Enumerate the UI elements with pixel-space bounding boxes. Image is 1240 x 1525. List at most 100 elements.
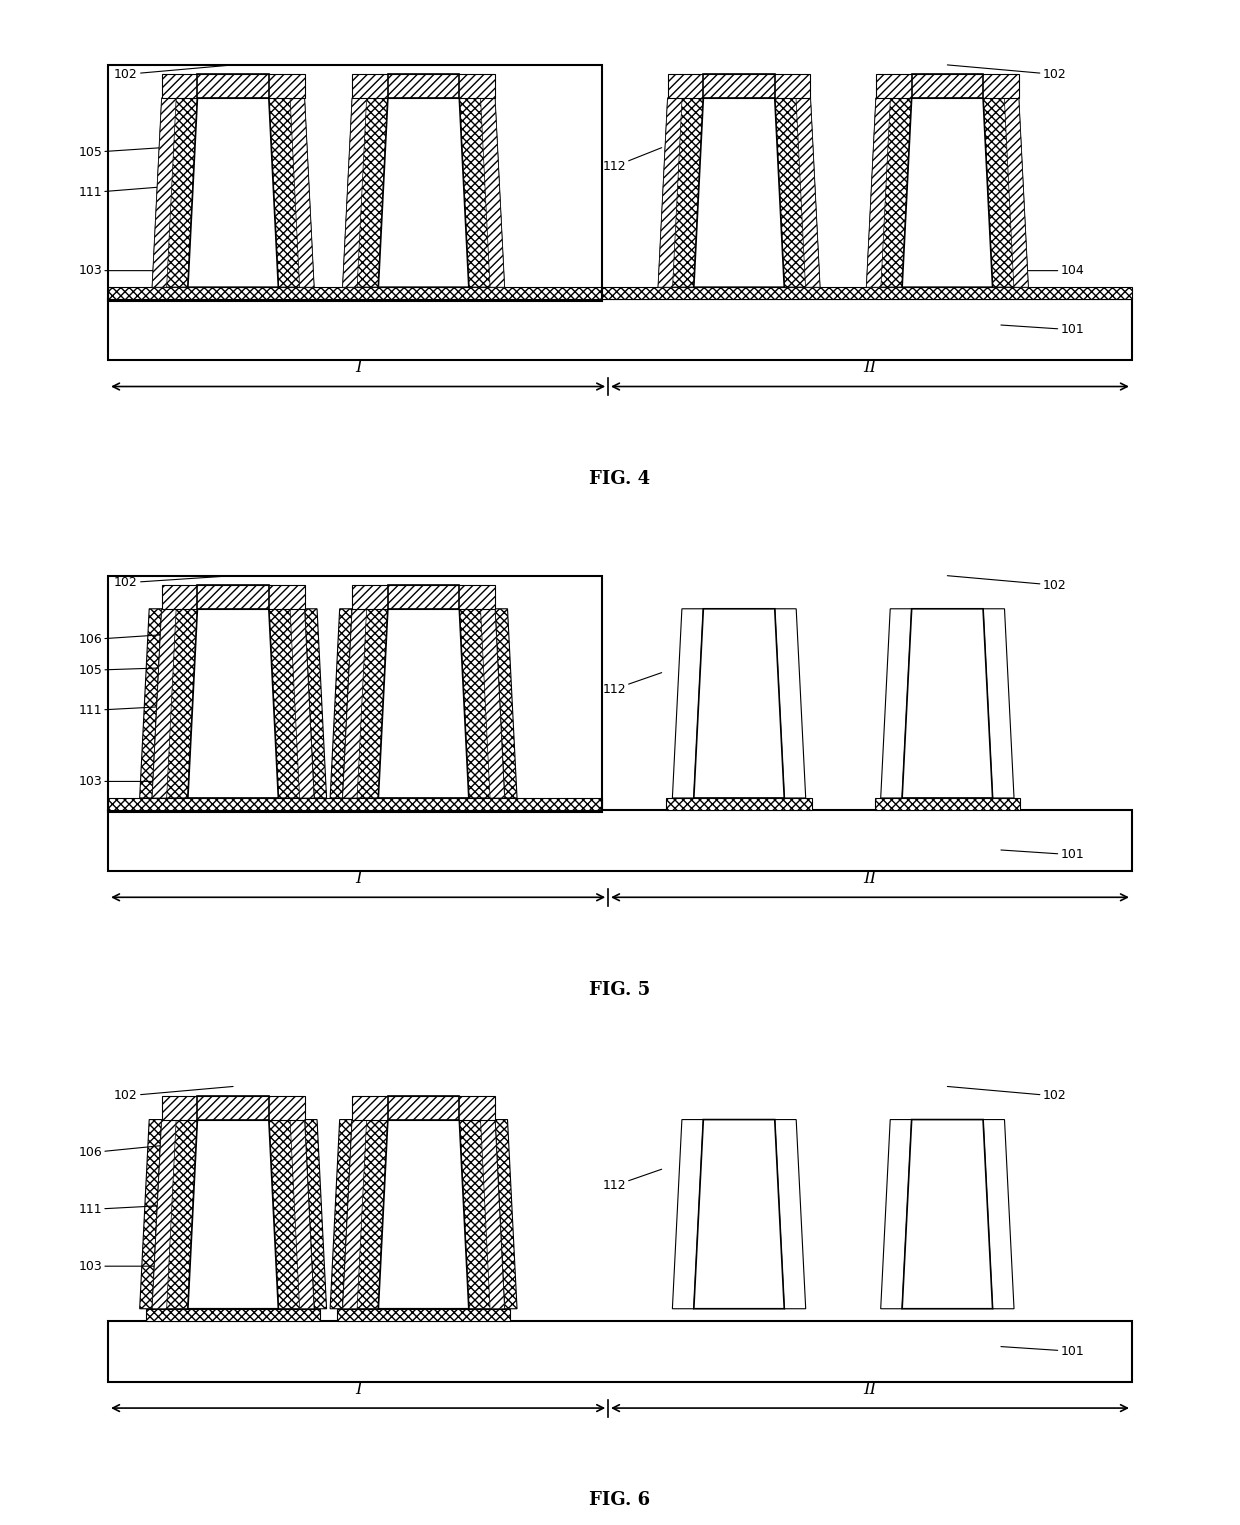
Polygon shape	[269, 1119, 314, 1308]
Bar	[703, 75, 775, 98]
Text: I: I	[355, 869, 361, 888]
Bar	[108, 287, 1132, 299]
Polygon shape	[983, 98, 1028, 287]
Text: FIG. 4: FIG. 4	[589, 470, 651, 488]
Polygon shape	[481, 608, 505, 798]
Polygon shape	[330, 608, 352, 798]
Polygon shape	[459, 608, 505, 798]
Polygon shape	[672, 1119, 703, 1308]
Text: 106: 106	[78, 1145, 161, 1159]
Bar	[388, 1096, 459, 1119]
Polygon shape	[667, 75, 811, 98]
Polygon shape	[188, 98, 278, 287]
Bar	[911, 75, 983, 98]
Polygon shape	[775, 608, 806, 798]
Text: FIG. 6: FIG. 6	[589, 1491, 651, 1510]
Polygon shape	[880, 1119, 911, 1308]
Polygon shape	[775, 98, 820, 287]
Polygon shape	[140, 608, 161, 798]
Polygon shape	[153, 608, 176, 798]
Polygon shape	[342, 1119, 367, 1308]
Polygon shape	[342, 1119, 388, 1308]
Text: I: I	[355, 1380, 361, 1397]
Text: 101: 101	[1001, 1345, 1084, 1357]
Bar	[337, 1308, 511, 1321]
Text: 112: 112	[603, 148, 662, 174]
Polygon shape	[459, 98, 505, 287]
Polygon shape	[378, 98, 469, 287]
Bar	[197, 586, 269, 608]
Polygon shape	[672, 608, 703, 798]
Text: 102: 102	[947, 575, 1066, 592]
Text: 102: 102	[947, 66, 1066, 81]
Text: 111: 111	[78, 705, 180, 717]
Polygon shape	[352, 586, 495, 608]
Text: FIG. 5: FIG. 5	[589, 981, 651, 999]
Text: 103: 103	[78, 1260, 186, 1273]
Polygon shape	[188, 608, 278, 798]
Polygon shape	[290, 608, 314, 798]
Polygon shape	[290, 98, 314, 287]
Bar	[146, 1308, 320, 1321]
Polygon shape	[983, 1119, 1014, 1308]
Polygon shape	[290, 1119, 314, 1308]
Polygon shape	[153, 608, 197, 798]
Text: 102: 102	[114, 66, 233, 81]
Text: 101: 101	[1001, 848, 1084, 862]
Text: 112: 112	[603, 673, 662, 695]
Text: II: II	[863, 1380, 877, 1397]
Polygon shape	[378, 1119, 469, 1308]
Polygon shape	[269, 608, 314, 798]
Bar	[388, 75, 459, 98]
Polygon shape	[481, 1119, 505, 1308]
Polygon shape	[342, 608, 388, 798]
Polygon shape	[153, 1119, 197, 1308]
Polygon shape	[867, 98, 911, 287]
Polygon shape	[378, 608, 469, 798]
Polygon shape	[867, 98, 890, 287]
Polygon shape	[161, 586, 305, 608]
Polygon shape	[161, 75, 305, 98]
Polygon shape	[775, 1119, 806, 1308]
Bar	[388, 586, 459, 608]
Text: 111: 111	[78, 1203, 180, 1215]
Polygon shape	[875, 75, 1019, 98]
Polygon shape	[305, 608, 326, 798]
Bar	[108, 299, 1132, 360]
Polygon shape	[161, 1096, 305, 1119]
Polygon shape	[694, 98, 784, 287]
Bar	[197, 75, 269, 98]
Polygon shape	[694, 608, 784, 798]
Polygon shape	[153, 1119, 176, 1308]
Polygon shape	[658, 98, 682, 287]
Text: 103: 103	[78, 775, 186, 788]
Polygon shape	[140, 1119, 161, 1308]
Polygon shape	[983, 608, 1014, 798]
Polygon shape	[1004, 98, 1028, 287]
Polygon shape	[153, 98, 176, 287]
Polygon shape	[342, 98, 388, 287]
Text: II: II	[863, 358, 877, 377]
Polygon shape	[495, 608, 517, 798]
Text: 101: 101	[1001, 323, 1084, 336]
Polygon shape	[694, 1119, 784, 1308]
Polygon shape	[481, 98, 505, 287]
Polygon shape	[880, 608, 911, 798]
Polygon shape	[658, 98, 703, 287]
Text: I: I	[355, 358, 361, 377]
Bar	[108, 575, 603, 813]
Text: 102: 102	[947, 1086, 1066, 1103]
Bar	[108, 1321, 1132, 1382]
Bar	[874, 798, 1021, 810]
Text: II: II	[863, 869, 877, 888]
Text: 106: 106	[78, 633, 161, 647]
Polygon shape	[342, 98, 367, 287]
Polygon shape	[352, 75, 495, 98]
Bar	[666, 798, 812, 810]
Polygon shape	[903, 1119, 992, 1308]
Polygon shape	[352, 1096, 495, 1119]
Bar	[108, 798, 603, 810]
Text: 105: 105	[78, 146, 161, 159]
Polygon shape	[903, 608, 992, 798]
Bar	[108, 810, 1132, 871]
